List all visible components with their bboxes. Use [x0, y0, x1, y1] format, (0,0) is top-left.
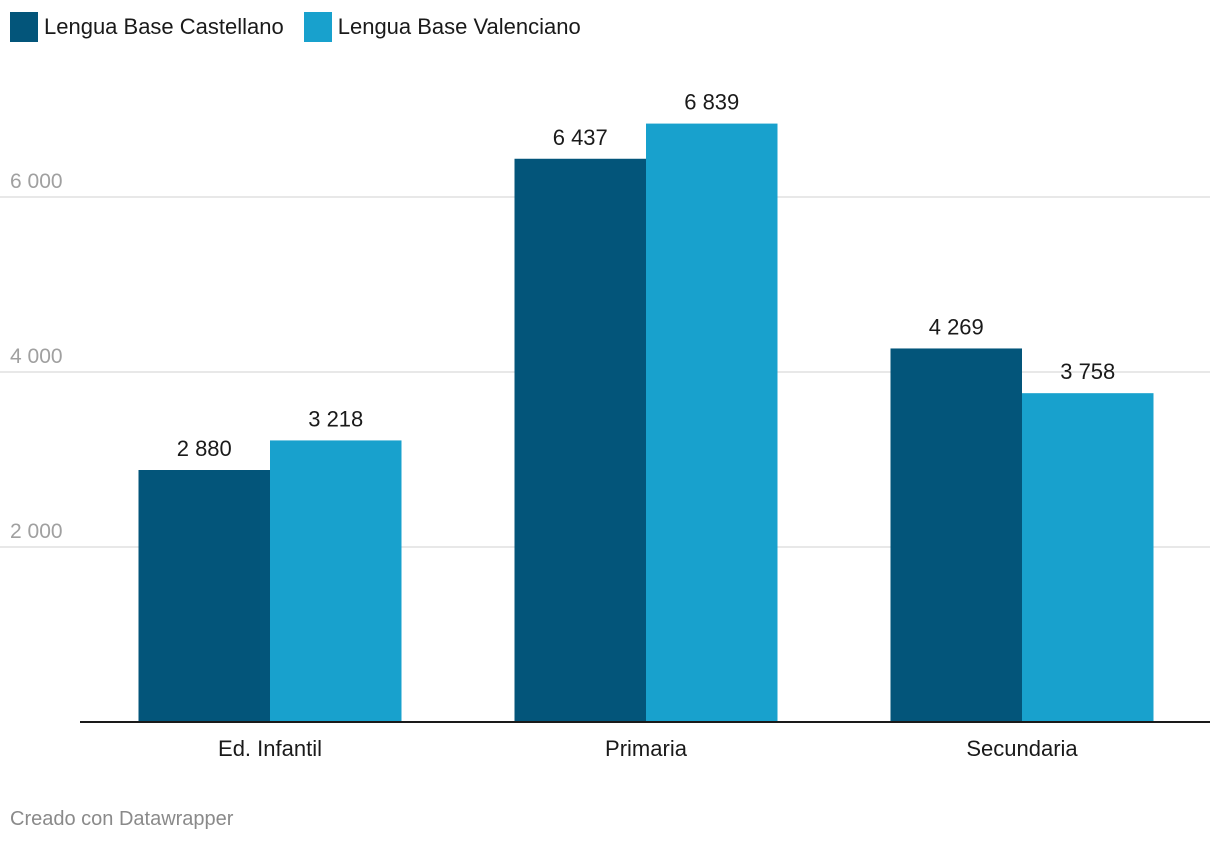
legend-label-castellano: Lengua Base Castellano [44, 14, 284, 39]
bar-value-label: 3 758 [1060, 359, 1115, 384]
legend-swatch-castellano [10, 12, 38, 42]
x-tick-label: Ed. Infantil [218, 736, 322, 761]
bar-valenciano [270, 440, 402, 722]
x-tick-label: Primaria [605, 736, 688, 761]
legend-label-valenciano: Lengua Base Valenciano [337, 14, 581, 39]
y-tick-label: 2 000 [10, 520, 63, 543]
bar-castellano [890, 348, 1022, 722]
bar-value-label: 6 839 [684, 90, 739, 115]
y-tick-label: 6 000 [10, 170, 63, 193]
bar-valenciano [1022, 393, 1154, 722]
y-tick-label: 4 000 [10, 345, 63, 368]
bar-valenciano [646, 123, 778, 722]
bar-value-label: 2 880 [177, 436, 232, 461]
bar-castellano [138, 470, 270, 722]
x-tick-label: Secundaria [966, 736, 1078, 761]
bar-castellano [514, 158, 646, 722]
legend-item-valenciano: Lengua Base Valenciano [303, 12, 581, 42]
datawrapper-credit: Creado con Datawrapper [10, 808, 234, 830]
legend-swatch-valenciano [303, 12, 332, 42]
bar-value-label: 3 218 [308, 406, 363, 431]
bar-value-label: 4 269 [929, 314, 984, 339]
bar-value-label: 6 437 [553, 125, 608, 150]
chart-legend: Lengua Base Castellano Lengua Base Valen… [10, 12, 581, 42]
legend-item-castellano: Lengua Base Castellano [10, 12, 284, 42]
